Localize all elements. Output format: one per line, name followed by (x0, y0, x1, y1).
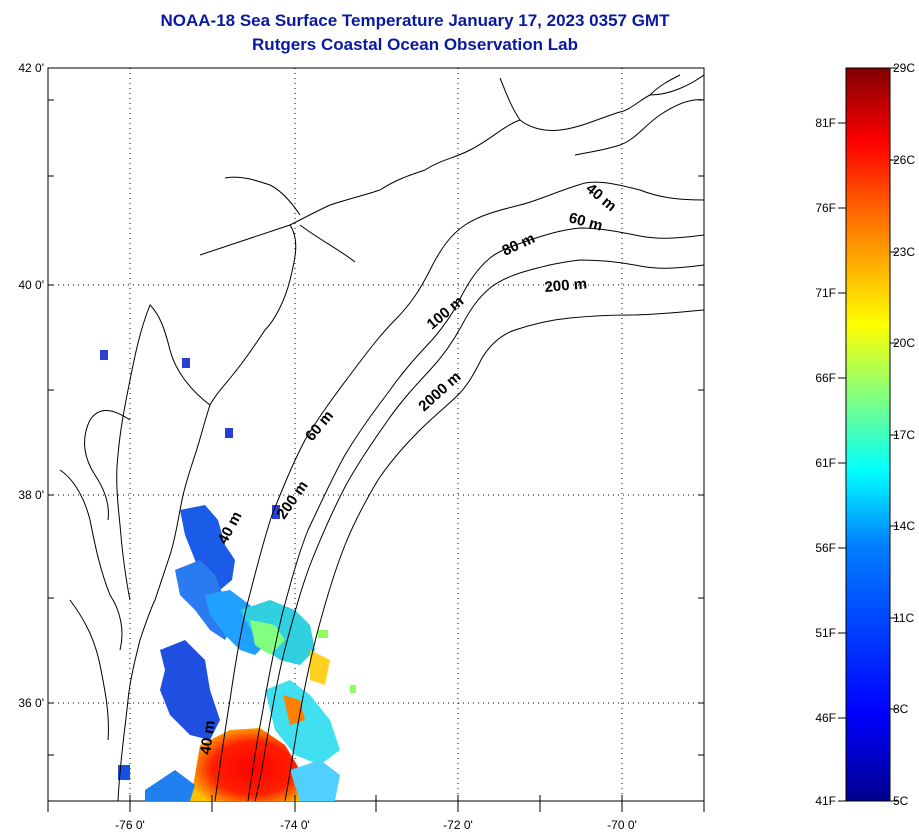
cb-c-8: 8C (893, 702, 909, 716)
map-title: NOAA-18 Sea Surface Temperature January … (160, 11, 670, 30)
lon-label-72: -72 0' (443, 818, 473, 832)
colorbar-celsius-labels: 29C 26C 23C 20C 17C 14C 11C 8C 5C (893, 61, 915, 808)
contour-label-200m-north: 200 m (544, 275, 588, 296)
lon-label-74: -74 0' (280, 818, 310, 832)
cb-f-51: 51F (815, 626, 836, 640)
cb-f-41: 41F (815, 794, 836, 808)
cb-c-26: 26C (893, 153, 915, 167)
colorbar: 81F 76F 71F 66F 61F 56F 51F 46F 41F 29C … (815, 61, 915, 808)
grid-lines (48, 68, 704, 801)
lat-label-38: 38 0' (18, 488, 44, 502)
map-subtitle: Rutgers Coastal Ocean Observation Lab (252, 35, 578, 54)
cb-c-29: 29C (893, 61, 915, 75)
lat-label-42: 42 0' (18, 61, 44, 75)
cb-c-20: 20C (893, 336, 915, 350)
plot-frame (47, 67, 705, 802)
cb-c-17: 17C (893, 428, 915, 442)
lon-label-70: -70 0' (607, 818, 637, 832)
lat-label-40: 40 0' (18, 278, 44, 292)
cb-f-71: 71F (815, 286, 836, 300)
colorbar-fahrenheit-labels: 81F 76F 71F 66F 61F 56F 51F 46F 41F (815, 116, 836, 808)
cb-f-56: 56F (815, 541, 836, 555)
axis-ticks (47, 99, 705, 812)
cb-c-23: 23C (893, 245, 915, 259)
lat-label-36: 36 0' (18, 696, 44, 710)
cb-c-5: 5C (893, 794, 909, 808)
cb-c-14: 14C (893, 519, 915, 533)
bathymetry-contours (214, 99, 704, 801)
cb-f-66: 66F (815, 371, 836, 385)
lon-label-76: -76 0' (115, 818, 145, 832)
coastline (59, 74, 704, 801)
cb-f-81: 81F (815, 116, 836, 130)
latitude-labels: 42 0' 40 0' 38 0' 36 0' (18, 61, 44, 710)
contour-label-40m-south: 40 m (197, 719, 219, 755)
cb-f-46: 46F (815, 711, 836, 725)
cb-c-11: 11C (893, 611, 914, 625)
cb-f-61: 61F (815, 456, 836, 470)
cb-f-76: 76F (815, 201, 836, 215)
colorbar-gradient (845, 67, 891, 802)
sst-data (100, 350, 356, 801)
longitude-labels: -76 0' -74 0' -72 0' -70 0' (115, 818, 637, 832)
